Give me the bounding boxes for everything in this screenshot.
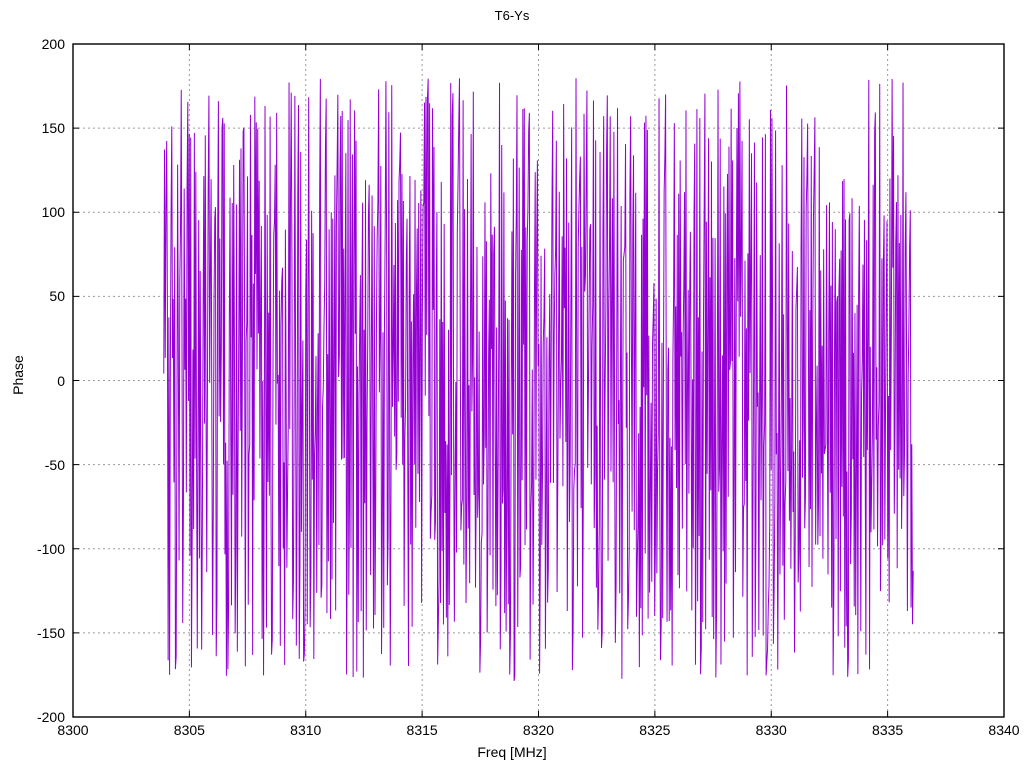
data-series-line: [163, 78, 914, 682]
x-axis-label: Freq [MHz]: [477, 744, 547, 760]
tick-marks: [72, 43, 1005, 718]
chart-title: T6-Ys: [494, 8, 530, 23]
y-axis-label: Phase: [10, 355, 26, 395]
